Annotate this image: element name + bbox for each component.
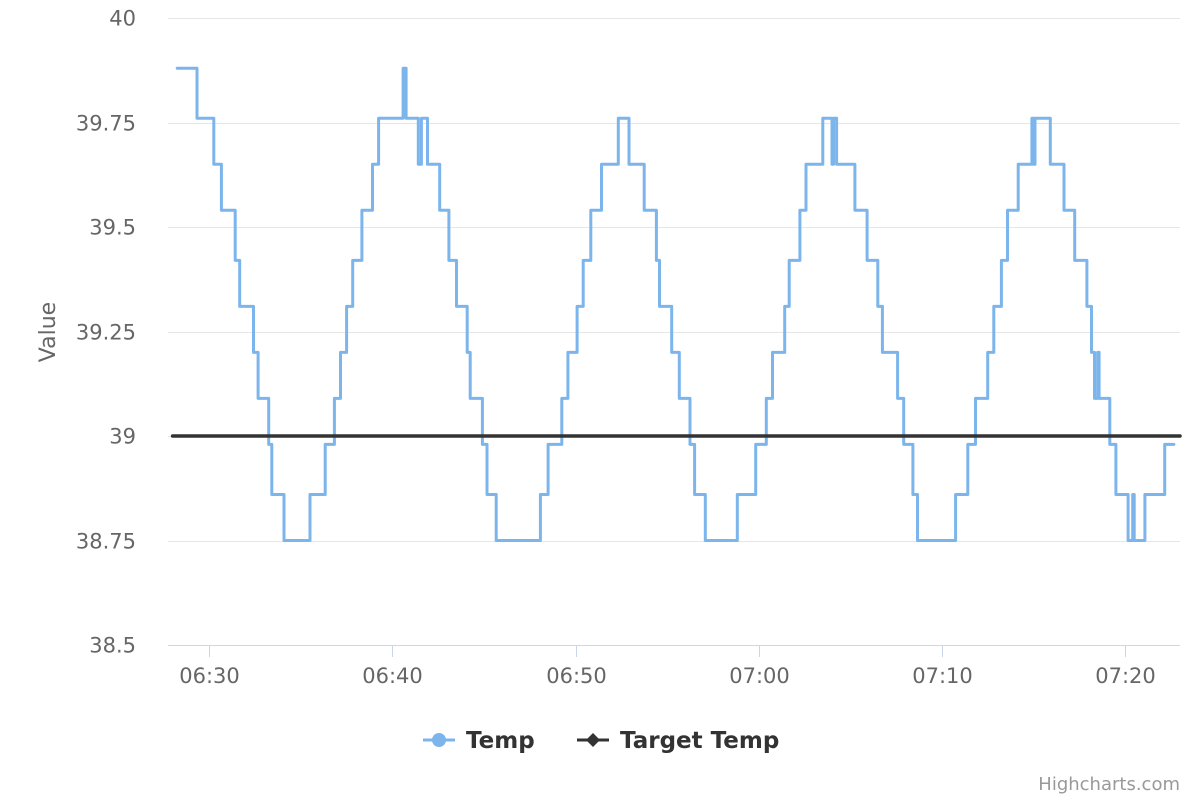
legend-marker-diamond-icon: [586, 733, 600, 747]
x-tick-label: 06:40: [362, 664, 423, 688]
x-tick-label: 07:20: [1095, 664, 1156, 688]
legend-item-target-temp[interactable]: Target Temp: [577, 728, 779, 754]
y-axis-title: Value: [36, 302, 61, 362]
y-tick-label: 39: [109, 425, 136, 449]
x-tick-label: 07:00: [729, 664, 790, 688]
x-axis: 06:30 06:40 06:50 07:00 07:10 07:20: [168, 645, 1180, 688]
temp-series-line: [175, 66, 1176, 542]
y-tick-label: 39.5: [89, 216, 136, 240]
y-tick-label: 39.25: [76, 321, 136, 345]
x-tick-label: 06:30: [179, 664, 240, 688]
legend-marker-circle-icon: [432, 733, 446, 747]
series-group: [170, 66, 1182, 542]
legend-item-temp[interactable]: Temp: [423, 728, 535, 754]
legend-label-target-temp: Target Temp: [620, 728, 779, 754]
y-axis: 38.5 38.75 39 39.25 39.5 39.75 40: [76, 7, 136, 658]
x-tick-label: 06:50: [546, 664, 607, 688]
legend: Temp Target Temp: [423, 728, 779, 754]
y-tick-label: 39.75: [76, 112, 136, 136]
x-tick-label: 07:10: [912, 664, 973, 688]
y-tick-label: 40: [109, 7, 136, 31]
credits-link[interactable]: Highcharts.com: [1038, 774, 1180, 795]
y-tick-label: 38.75: [76, 530, 136, 554]
y-tick-label: 38.5: [89, 634, 136, 658]
grid-lines: [168, 18, 1180, 646]
legend-label-temp: Temp: [466, 728, 535, 754]
